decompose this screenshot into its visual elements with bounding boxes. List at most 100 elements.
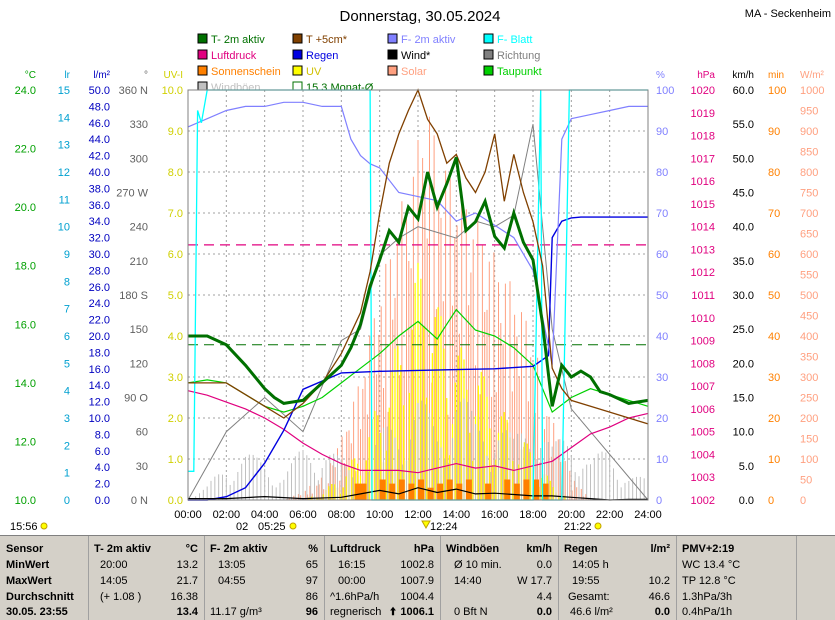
stats-col-gust: Windböen km/h Ø 10 min. 0.0 14:40 W 17.7 4.… [440, 536, 559, 620]
axis-tick-rain: 0.0 [95, 495, 110, 507]
axis-tick-lr: 9 [64, 249, 70, 261]
sunshine-bar [513, 483, 520, 500]
axis-tick-rain: 22.0 [89, 315, 110, 327]
sunshine-bar [398, 479, 405, 500]
axis-tick-solar: 250 [800, 393, 818, 405]
axis-tick-solar: 950 [800, 106, 818, 118]
time-tick: 08:00 [328, 509, 356, 521]
axis-tick-lr: 10 [58, 222, 70, 234]
axis-tick-lr: 4 [64, 386, 70, 398]
axis-tick-lr: 15 [58, 85, 70, 97]
station-name: MA - Seckenheim [745, 8, 831, 20]
axis-tick-minutes: 100 [768, 85, 786, 97]
temp-max: 21.7 [176, 575, 198, 587]
press-max: 1007.9 [400, 575, 434, 587]
axis-tick-solar: 100 [800, 454, 818, 466]
time-tick: 02:00 [213, 509, 241, 521]
axis-tick-lr: 12 [58, 167, 70, 179]
axis-tick-dir: 210 [130, 256, 148, 268]
axis-tick-press: 1006 [691, 404, 715, 416]
axis-tick-hum: 0 [656, 495, 662, 507]
chart-title: Donnerstag, 30.05.2024 [340, 8, 501, 25]
axis-tick-wind: 35.0 [733, 256, 754, 268]
time-tick: 16:00 [481, 509, 509, 521]
axis-tick-minutes: 50 [768, 290, 780, 302]
hum-avg: 86 [305, 591, 318, 603]
rain-value2: 10.2 [648, 575, 670, 587]
axis-tick-wind: 25.0 [733, 324, 754, 336]
sunshine-bar [485, 483, 492, 500]
stats-col-temp: T- 2m aktiv °C 20:00 13.2 14:05 21.7 (+ 1.0… [88, 536, 205, 620]
axis-tick-solar: 400 [800, 331, 818, 343]
axis-tick-press: 1019 [691, 108, 715, 120]
axis-tick-wind: 30.0 [733, 290, 754, 302]
plot-frame [187, 89, 649, 501]
axis-tick-wind: 5.0 [739, 461, 754, 473]
arrow-up-icon: 🠩 [390, 606, 397, 618]
axis-tick-press: 1011 [691, 290, 715, 302]
axis-tick-rain: 36.0 [89, 200, 110, 212]
hum-abs: 11.17 g/m³ [210, 606, 262, 618]
axis-tick-press: 1010 [691, 313, 715, 325]
sensor-head: Sensor [6, 543, 44, 555]
axis-tick-solar: 550 [800, 270, 818, 282]
axis-tick-minutes: 90 [768, 126, 780, 138]
axis-tick-rain: 4.0 [95, 462, 110, 474]
axis-tick-hum: 100 [656, 85, 674, 97]
axis-tick-dir: 0 N [131, 495, 148, 507]
axis-unit-lr: lr [64, 70, 70, 81]
time-tick: 20:00 [558, 509, 586, 521]
axis-tick-lr: 11 [59, 194, 70, 206]
axis-unit-hum: % [656, 70, 665, 81]
axis-tick-uv: 10.0 [162, 85, 183, 97]
legend-swatch [483, 49, 494, 60]
chart-marks [187, 88, 649, 501]
axis-tick-temp: 10.0 [15, 495, 36, 507]
axis-tick-hum: 30 [656, 372, 668, 384]
axes: °C24.022.020.018.016.014.012.010.0lr1514… [15, 70, 825, 521]
axis-tick-solar: 500 [800, 290, 818, 302]
axis-unit-solar: W/m² [800, 70, 825, 81]
gust-max: W 17.7 [517, 575, 552, 587]
stats-col-pmv: PMV+2:19 WC 13.4 °C TP 12.8 °C 1.3hPa/3h… [676, 536, 797, 620]
axis-tick-uv: 6.0 [168, 249, 183, 261]
pmv-wc: WC 13.4 °C [682, 559, 741, 571]
axis-tick-solar: 50 [800, 475, 812, 487]
axis-tick-dir: 180 S [119, 290, 148, 302]
sunshine-bar [408, 483, 415, 500]
axis-tick-hum: 40 [656, 331, 668, 343]
time-tick: 14:00 [443, 509, 471, 521]
legend-label: Regen [306, 50, 338, 62]
hum-current: 96 [305, 606, 318, 618]
axis-tick-hum: 80 [656, 167, 668, 179]
axis-tick-hum: 20 [656, 413, 668, 425]
axis-unit-press: hPa [697, 70, 715, 81]
legend-swatch [197, 33, 208, 44]
axis-tick-rain: 2.0 [95, 479, 110, 491]
temp-avg-note: (+ 1.08 ) [100, 591, 142, 603]
axis-tick-wind: 40.0 [733, 222, 754, 234]
hum-max: 97 [305, 575, 318, 587]
axis-tick-uv: 3.0 [168, 372, 183, 384]
axis-tick-solar: 0 [800, 495, 806, 507]
series-t-2m-aktiv [188, 156, 649, 407]
axis-tick-press: 1014 [691, 222, 715, 234]
axis-tick-press: 1004 [691, 449, 715, 461]
axis-tick-wind: 60.0 [733, 85, 754, 97]
axis-tick-wind: 20.0 [733, 358, 754, 370]
axis-tick-press: 1009 [691, 336, 715, 348]
time-tick: 10:00 [366, 509, 394, 521]
noon-icon [421, 520, 431, 530]
chart-canvas: Donnerstag, 30.05.2024 MA - Seckenheim T… [10, 8, 831, 533]
press-unit: hPa [413, 543, 434, 555]
temp-min: 13.2 [176, 559, 198, 571]
press-min: 1002.8 [400, 559, 434, 571]
axis-tick-wind: 50.0 [733, 153, 754, 165]
pmv-3h: 1.3hPa/3h [682, 591, 733, 603]
moon-time: 02 [236, 521, 248, 533]
hum-unit: % [308, 543, 318, 555]
axis-tick-solar: 150 [800, 434, 818, 446]
pmv-tp: TP 12.8 °C [682, 575, 736, 587]
axis-tick-rain: 46.0 [89, 118, 110, 130]
axis-tick-rain: 10.0 [89, 413, 110, 425]
